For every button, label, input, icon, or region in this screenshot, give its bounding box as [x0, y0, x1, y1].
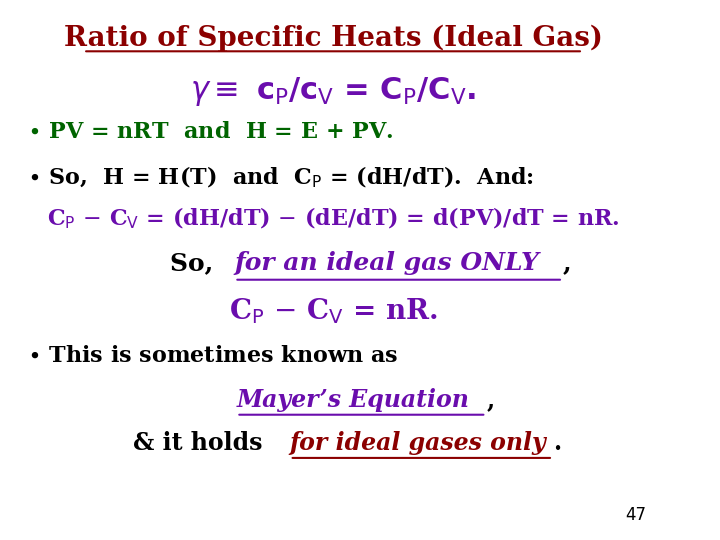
- Text: & it holds: & it holds: [133, 431, 271, 455]
- Text: C$_\mathsf{P}$ $-$ C$_\mathsf{V}$ = (dH/dT) $-$ (dE/dT) = d(PV)/dT = nR.: C$_\mathsf{P}$ $-$ C$_\mathsf{V}$ = (dH/…: [47, 206, 619, 232]
- Text: $\gamma \equiv$ c$_\mathsf{P}$/c$_\mathsf{V}$ = C$_\mathsf{P}$/C$_\mathsf{V}$.: $\gamma \equiv$ c$_\mathsf{P}$/c$_\maths…: [190, 75, 476, 107]
- Text: for ideal gases only: for ideal gases only: [289, 431, 546, 455]
- Text: Ratio of Specific Heats (Ideal Gas): Ratio of Specific Heats (Ideal Gas): [63, 24, 603, 52]
- Text: ,: ,: [563, 251, 572, 275]
- Text: .: .: [553, 431, 561, 455]
- Text: $\bullet$ This is sometimes known as: $\bullet$ This is sometimes known as: [27, 345, 398, 367]
- Text: for an ideal gas ONLY: for an ideal gas ONLY: [235, 251, 539, 275]
- Text: ,: ,: [486, 388, 495, 411]
- Text: C$_\mathsf{P}$ $-$ C$_\mathsf{V}$ = nR.: C$_\mathsf{P}$ $-$ C$_\mathsf{V}$ = nR.: [228, 296, 438, 326]
- Text: 47: 47: [625, 506, 646, 524]
- Text: $\bullet$ PV = nRT  and  H = E + PV.: $\bullet$ PV = nRT and H = E + PV.: [27, 122, 393, 144]
- Text: $\bullet$ So,  H = H(T)  and  C$_\mathsf{P}$ = (dH/dT).  And:: $\bullet$ So, H = H(T) and C$_\mathsf{P}…: [27, 165, 534, 190]
- Text: Mayer’s Equation: Mayer’s Equation: [236, 388, 469, 411]
- Text: So,: So,: [170, 251, 222, 275]
